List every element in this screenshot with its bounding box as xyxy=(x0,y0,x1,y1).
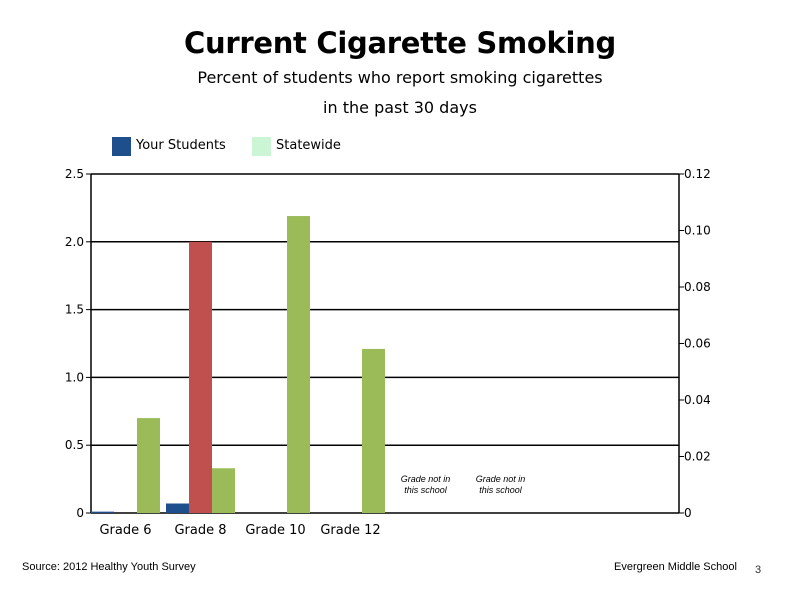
annotation-text: Grade not in xyxy=(401,474,451,484)
left-axis-tick-label: 2.5 xyxy=(65,167,84,181)
left-axis-tick-label: 1.0 xyxy=(65,370,84,384)
legend-swatch-your-students xyxy=(112,137,131,156)
left-axis-tick-label: 0 xyxy=(76,506,84,520)
left-axis-tick-label: 1.5 xyxy=(65,303,84,317)
annotation-text: this school xyxy=(404,485,448,495)
x-axis-category-label: Grade 10 xyxy=(245,523,305,538)
left-axis-tick-label: 2.0 xyxy=(65,235,84,249)
right-axis-tick-label: 0.12 xyxy=(684,167,711,181)
legend-label-statewide: Statewide xyxy=(276,138,341,153)
right-axis-tick-label: 0.10 xyxy=(684,224,711,238)
bar-your-students xyxy=(91,511,114,513)
legend-label-your-students: Your Students xyxy=(136,138,226,153)
right-axis-tick-label: 0.08 xyxy=(684,280,711,294)
x-axis-category-label: Grade 8 xyxy=(174,523,226,538)
right-axis-tick-label: 0.04 xyxy=(684,393,711,407)
bar-statewide xyxy=(362,348,385,513)
bar-your-students xyxy=(166,503,189,513)
annotation-text: Grade not in xyxy=(476,474,526,484)
page-number: 3 xyxy=(755,564,762,576)
footer-school-name: Evergreen Middle School xyxy=(614,561,737,573)
right-axis-tick-label: 0.02 xyxy=(684,450,711,464)
x-axis-category-label: Grade 12 xyxy=(320,523,380,538)
footer-source: Source: 2012 Healthy Youth Survey xyxy=(22,561,196,573)
bar-statewide xyxy=(287,216,310,513)
right-axis-tick-label: 0 xyxy=(684,506,692,520)
right-axis-tick-label: 0.06 xyxy=(684,337,711,351)
left-axis-tick-label: 0.5 xyxy=(65,438,84,452)
chart-title: Current Cigarette Smoking xyxy=(184,26,616,60)
chart-subtitle-line-2: in the past 30 days xyxy=(323,98,477,117)
bar-series-1 xyxy=(189,241,212,514)
bar-statewide xyxy=(212,468,235,513)
annotation-text: this school xyxy=(479,485,523,495)
legend-swatch-statewide xyxy=(252,137,271,156)
chart-subtitle-line-1: Percent of students who report smoking c… xyxy=(197,68,603,87)
bar-statewide xyxy=(137,418,160,513)
x-axis-category-label: Grade 6 xyxy=(99,523,151,538)
